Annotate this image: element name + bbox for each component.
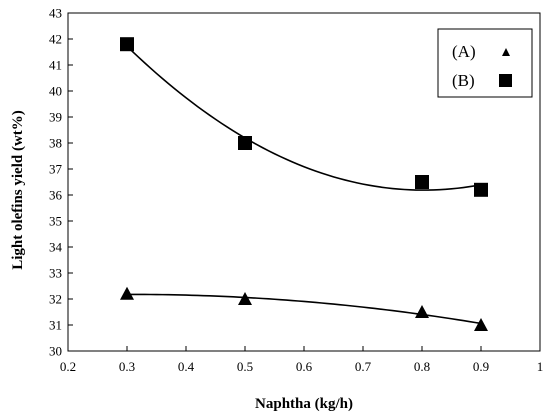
y-tick-label: 32 (49, 292, 62, 307)
x-axis-title: Naphtha (kg/h) (255, 396, 353, 412)
series-a-point (238, 292, 252, 305)
y-tick-label: 36 (49, 188, 63, 203)
y-tick-label: 37 (49, 162, 63, 177)
x-tick-label: 0.8 (414, 359, 430, 374)
x-tick-label: 0.3 (119, 359, 135, 374)
x-tick-label: 1 (537, 359, 544, 374)
series-b-point (120, 37, 134, 52)
legend-marker-triangle (502, 48, 510, 56)
series-b-point (238, 136, 252, 150)
x-tick-label: 0.6 (296, 359, 313, 374)
series-a-trend-line (126, 293, 482, 325)
x-tick-label: 0.2 (60, 359, 76, 374)
x-tick-label: 0.5 (237, 359, 253, 374)
y-tick-label: 33 (49, 266, 62, 281)
x-tick-label: 0.7 (355, 359, 372, 374)
legend-label-b: (B) (452, 71, 475, 90)
y-tick-label: 31 (49, 318, 62, 333)
legend: (A) (B) (437, 28, 533, 98)
legend-box (437, 28, 533, 98)
series-a-point (120, 286, 134, 300)
y-tick-label: 35 (49, 214, 62, 229)
series-a-point (415, 305, 429, 318)
series-b-point (474, 182, 488, 197)
y-tick-label: 38 (49, 136, 62, 151)
y-tick-label: 34 (49, 240, 63, 255)
series-b-trend-line (126, 45, 482, 191)
series-b-point (415, 175, 429, 189)
legend-marker-square (499, 74, 512, 87)
series-a-point (474, 318, 488, 331)
y-tick-label: 41 (49, 58, 62, 73)
y-tick-label: 39 (49, 110, 62, 125)
y-axis-title: Light olefins yield (wt%) (10, 110, 26, 270)
y-tick-label: 42 (49, 32, 62, 47)
legend-label-a: (A) (452, 42, 476, 61)
y-tick-label: 43 (49, 6, 62, 21)
x-tick-label: 0.4 (178, 359, 195, 374)
x-tick-label: 0.9 (473, 359, 489, 374)
y-tick-label: 40 (49, 84, 62, 99)
y-tick-label: 30 (49, 344, 62, 359)
